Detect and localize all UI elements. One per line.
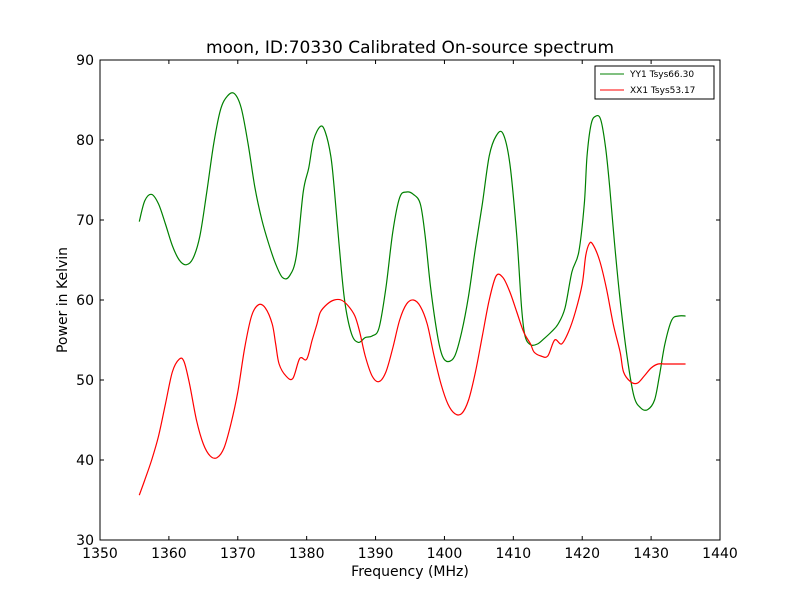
y-tick-label-70: 70 — [76, 213, 94, 229]
x-tick-label-1430: 1430 — [633, 546, 669, 562]
plot-area: 1350 1360 1370 1380 1390 1400 1410 1420 1430 1440… — [76, 53, 738, 562]
series-line-yy1 — [138, 92, 686, 411]
x-tick-label-1370: 1370 — [220, 546, 256, 562]
y-tick-label-40: 40 — [76, 453, 94, 469]
legend-label-yy1: YY1 Tsys66.30 — [629, 70, 694, 80]
y-tick-label-80: 80 — [76, 133, 94, 149]
y-tick-label-30: 30 — [76, 533, 94, 549]
x-tick-label-1410: 1410 — [496, 546, 532, 562]
x-tick-label-1350: 1350 — [82, 546, 118, 562]
ticks-layer: 1350 1360 1370 1380 1390 1400 1410 1420 1430 1440… — [76, 53, 738, 562]
x-tick-label-1420: 1420 — [564, 546, 600, 562]
series-layer — [138, 92, 686, 496]
x-tick-label-1400: 1400 — [427, 546, 463, 562]
y-tick-label-90: 90 — [76, 53, 94, 69]
legend-box — [594, 65, 715, 100]
legend: YY1 Tsys66.30 XX1 Tsys53.17 — [594, 65, 715, 100]
x-tick-label-1360: 1360 — [151, 546, 187, 562]
x-axis-label: Frequency (MHz) — [351, 564, 469, 580]
y-tick-label-50: 50 — [76, 373, 94, 389]
x-tick-label-1390: 1390 — [358, 546, 394, 562]
legend-label-xx1: XX1 Tsys53.17 — [630, 86, 695, 96]
y-axis-label: Power in Kelvin — [55, 247, 71, 353]
x-tick-label-1440: 1440 — [702, 546, 738, 562]
chart-title: moon, ID:70330 Calibrated On-source spec… — [206, 38, 614, 58]
series-line-xx1 — [138, 241, 686, 496]
y-tick-label-60: 60 — [76, 293, 94, 309]
x-tick-label-1380: 1380 — [289, 546, 325, 562]
